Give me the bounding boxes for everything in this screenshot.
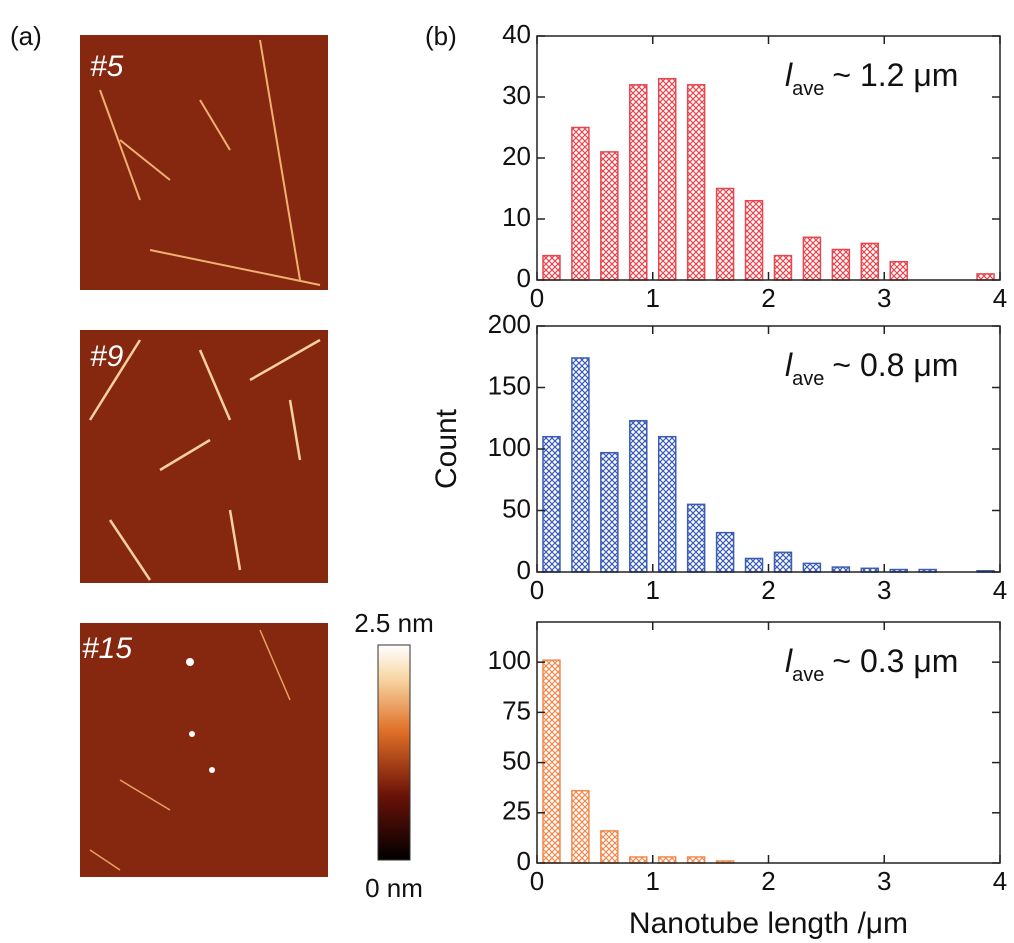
bar	[657, 435, 677, 573]
bar	[744, 557, 764, 573]
y-tick-label: 200	[488, 309, 531, 339]
x-tick-label: 3	[877, 866, 891, 896]
x-tick-label: 3	[877, 575, 891, 605]
bar	[629, 856, 648, 864]
annotation: lave ~ 1.2 μm	[785, 57, 958, 100]
y-tick-label: 100	[488, 432, 531, 462]
annotation-text: ~ 1.2 μm	[832, 57, 958, 93]
image-label: #9	[90, 340, 124, 373]
y-tick-label: 20	[502, 141, 531, 171]
x-tick-label: 1	[646, 575, 660, 605]
bar	[802, 236, 822, 281]
afm-image: #9	[80, 330, 328, 583]
bar	[802, 562, 822, 573]
x-tick-label: 2	[761, 866, 775, 896]
x-tick-label: 1	[646, 283, 660, 313]
colorbar-label: 0 nm	[365, 873, 423, 903]
bar	[542, 254, 561, 281]
y-tick-label: 50	[502, 493, 531, 523]
bar	[542, 659, 561, 864]
bar	[657, 77, 677, 281]
bar	[773, 551, 793, 573]
x-tick-label: 4	[993, 283, 1007, 313]
x-tick-label: 2	[761, 575, 775, 605]
x-axis-label: Nanotube length /μm	[629, 907, 908, 940]
y-tick-label: 0	[517, 846, 531, 876]
bar	[571, 789, 590, 864]
y-axis-label: Count	[430, 408, 463, 489]
bar	[629, 419, 648, 573]
x-tick-label: 2	[761, 283, 775, 313]
bar	[571, 126, 590, 281]
y-tick-label: 30	[502, 80, 531, 110]
y-tick-label: 25	[502, 796, 531, 826]
bar	[686, 84, 706, 281]
x-tick-label: 0	[530, 575, 544, 605]
bar	[686, 503, 706, 573]
y-tick-label: 75	[502, 695, 531, 725]
bar	[860, 242, 880, 281]
bar	[686, 856, 706, 864]
x-tick-label: 4	[993, 575, 1007, 605]
annotation-text: ~ 0.8 μm	[832, 347, 958, 383]
x-tick-label: 1	[646, 866, 660, 896]
bar	[744, 199, 764, 281]
y-tick-label: 0	[517, 263, 531, 293]
bar	[571, 357, 590, 573]
bar	[715, 187, 735, 281]
x-tick-label: 3	[877, 283, 891, 313]
bar	[831, 248, 851, 281]
annotation-symbol: l	[785, 57, 793, 93]
x-tick-label: 0	[530, 866, 544, 896]
annotation-symbol: l	[785, 643, 793, 679]
annotation: lave ~ 0.8 μm	[785, 347, 958, 390]
bar	[600, 151, 619, 281]
annotation: lave ~ 0.3 μm	[785, 643, 958, 686]
panel-label: (a)	[10, 21, 42, 51]
afm-image: #15	[80, 623, 328, 877]
y-tick-label: 10	[502, 202, 531, 232]
y-tick-label: 100	[488, 645, 531, 675]
image-label: #15	[82, 632, 132, 665]
bar	[629, 84, 648, 281]
annotation-text: ~ 0.3 μm	[832, 643, 958, 679]
image-label: #5	[90, 50, 124, 83]
colorbar-label: 2.5 nm	[354, 608, 434, 638]
bar	[600, 451, 619, 573]
bar	[773, 254, 793, 281]
annotation-symbol: l	[785, 347, 793, 383]
bar	[889, 260, 908, 281]
y-tick-label: 150	[488, 370, 531, 400]
afm-image: #5	[80, 35, 328, 290]
bar	[657, 856, 677, 864]
annotation-subscript: ave	[792, 664, 824, 686]
annotation-subscript: ave	[792, 368, 824, 390]
bar	[542, 435, 561, 573]
bar	[600, 830, 619, 864]
y-tick-label: 0	[517, 555, 531, 585]
annotation-subscript: ave	[792, 78, 824, 100]
bar	[976, 273, 995, 281]
y-tick-label: 50	[502, 745, 531, 775]
x-tick-label: 4	[993, 866, 1007, 896]
y-tick-label: 40	[502, 19, 531, 49]
colorbar	[377, 644, 411, 861]
panel-label: (b)	[425, 21, 457, 51]
bar	[715, 531, 735, 573]
x-tick-label: 0	[530, 283, 544, 313]
